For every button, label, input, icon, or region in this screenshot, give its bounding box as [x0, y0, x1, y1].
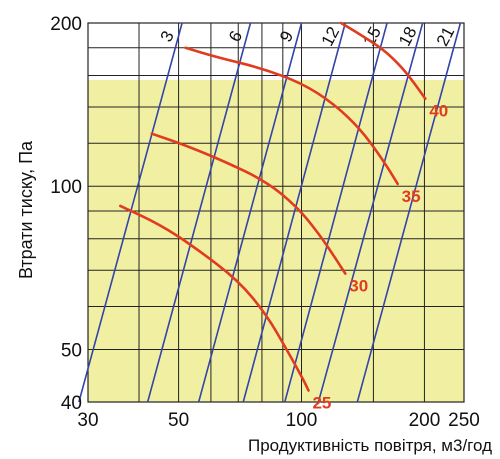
curve-30: [150, 132, 347, 275]
x-tick-label-250: 250: [448, 410, 480, 431]
curve-25: [119, 204, 310, 392]
speed-line-3: [78, 22, 183, 403]
speed-line-18: [317, 22, 424, 403]
x-tick-label-100: 100: [286, 410, 318, 431]
curve-35: [184, 46, 399, 186]
curves: [119, 21, 427, 392]
x-tick-label-30: 30: [77, 410, 98, 431]
highlight-band: [88, 80, 464, 402]
speed-line-21: [356, 22, 462, 403]
speed-line-6: [146, 22, 252, 403]
speed-line-12: [242, 22, 347, 403]
curve-label-30: 30: [349, 277, 368, 296]
x-tick-label-200: 200: [409, 410, 441, 431]
x-tick-label-50: 50: [168, 410, 189, 431]
speed-line-9: [197, 22, 303, 403]
curve-label-25: 25: [312, 394, 331, 413]
y-axis-title: Втрати тиску, Па: [16, 140, 36, 279]
y-tick-label-200: 200: [50, 14, 82, 35]
curve-label-40: 40: [429, 102, 448, 121]
y-tick-label-40: 40: [61, 393, 82, 414]
plot-frame: [87, 22, 465, 403]
y-tick-label-100: 100: [50, 177, 82, 198]
y-tick-label-50: 50: [61, 340, 82, 361]
x-axis-title: Продуктивність повітря, м3/год: [248, 436, 492, 455]
speed-line-15: [284, 22, 388, 403]
curve-40: [339, 21, 427, 100]
curve-label-35: 35: [402, 187, 421, 206]
